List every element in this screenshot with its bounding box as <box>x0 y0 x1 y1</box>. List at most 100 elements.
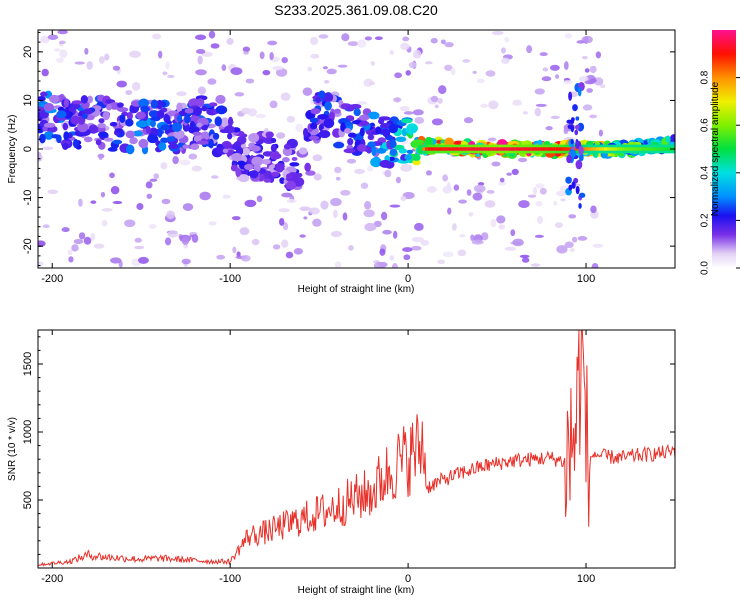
spectrogram-cell <box>227 132 233 140</box>
spectrogram-noise-cell <box>83 136 93 143</box>
spectrogram-cell <box>398 148 407 154</box>
spectrogram-cell <box>333 141 345 149</box>
spectrogram-cell <box>570 138 574 145</box>
spectrogram-cell <box>578 145 584 156</box>
spectrogram-noise-cell <box>195 48 206 54</box>
colorbar-tick-label: 0.4 <box>700 165 711 179</box>
spectrogram-cell <box>212 132 220 140</box>
spectrogram-noise-cell <box>468 212 474 217</box>
spectrogram-noise-cell <box>303 216 308 220</box>
spectrogram-noise-cell <box>38 261 44 267</box>
colorbar-tick-label: 0.0 <box>700 261 711 275</box>
spectrogram-noise-cell <box>210 43 220 49</box>
snr-x-ticks: -200 -100 0 100 <box>41 330 595 585</box>
spectrogram-noise-cell <box>197 86 207 95</box>
spectrogram-cell <box>150 99 159 109</box>
spectrogram-noise-cell <box>71 244 79 252</box>
spectrogram-cell <box>135 111 146 120</box>
spectrogram-cell <box>412 154 421 161</box>
spectrogram-cell <box>107 147 118 152</box>
spectrogram-noise-cell <box>194 34 207 41</box>
spectrogram-cell <box>125 130 136 139</box>
spectrogram-cell <box>43 102 55 112</box>
spectrogram-noise-cell <box>485 70 496 77</box>
spectrogram-cell <box>412 159 421 166</box>
spectrogram-noise-cell <box>498 224 506 230</box>
spectrogram-cell <box>166 120 172 125</box>
spectrogram-cell <box>88 124 99 134</box>
spectrogram-noise-cell <box>562 80 573 85</box>
spectrogram-noise-cell <box>55 57 64 63</box>
spectrogram-tone-cell <box>598 147 602 151</box>
spectrogram-noise-cell <box>459 234 466 238</box>
spectrogram-cell <box>156 99 163 110</box>
colorbar-tick-label: 0.8 <box>700 70 711 84</box>
spectrogram-tone-cell <box>457 147 461 151</box>
spectrogram-noise-cell <box>318 34 329 39</box>
spectrogram-tone-cell <box>582 147 586 151</box>
spectrogram-noise-cell <box>312 218 322 227</box>
spectrogram-tone-cell <box>611 147 615 151</box>
spectrogram-noise-cell <box>148 224 157 229</box>
spectrogram-cell <box>98 118 105 124</box>
spectrogram-y-tick-label: 20 <box>22 46 34 58</box>
snr-y-tick-label: 500 <box>22 491 34 509</box>
spectrogram-cell <box>270 144 277 153</box>
spectrogram-noise-cell <box>153 173 160 180</box>
spectrogram-tone-cell <box>654 147 658 151</box>
spectrogram-tone-cell <box>569 147 573 151</box>
spectrogram-cell <box>189 120 196 131</box>
spectrogram-noise-cell <box>207 78 217 85</box>
spectrogram-cell <box>82 113 88 120</box>
spectrogram-cell <box>117 107 129 113</box>
spectrogram-noise-cell <box>408 61 417 69</box>
spectrogram-noise-cell <box>348 245 354 251</box>
spectrogram-noise-cell <box>191 234 199 243</box>
spectrogram-noise-cell <box>591 263 599 268</box>
spectrogram-noise-cell <box>178 159 191 166</box>
spectrogram-noise-cell <box>146 193 153 199</box>
spectrogram-noise-cell <box>364 222 377 232</box>
spectrogram-cell <box>382 128 391 138</box>
spectrogram-noise-cell <box>487 137 497 142</box>
spectrogram-cell <box>309 117 319 124</box>
spectrogram-cell <box>149 120 156 128</box>
spectrogram-tone-cell <box>595 147 599 151</box>
spectrogram-noise-cell <box>442 251 454 258</box>
spectrogram-cell <box>233 141 242 148</box>
spectrogram-noise-cell <box>267 40 278 46</box>
spectrogram-cell <box>579 153 584 162</box>
spectrogram-noise-cell <box>533 186 538 196</box>
spectrogram-tone-cell <box>502 147 506 151</box>
spectrogram-tone-cell <box>486 147 490 151</box>
spectrogram-noise-cell <box>160 162 168 170</box>
spectrogram-cell <box>156 109 165 119</box>
snr-x-tick-label: 100 <box>577 573 595 585</box>
spectrogram-cell <box>219 129 230 134</box>
spectrogram-cell <box>166 136 176 142</box>
spectrogram-noise-cell <box>412 49 422 59</box>
spectrogram-noise-cell <box>112 200 123 205</box>
spectrogram-noise-cell <box>167 74 175 79</box>
spectrogram-noise-cell <box>58 40 66 45</box>
spectrogram-noise-cell <box>446 182 451 191</box>
spectrogram-cell <box>214 116 222 127</box>
spectrogram-tone-cell <box>649 147 653 151</box>
snr-x-tick-label: -100 <box>219 573 241 585</box>
spectrogram-noise-cell <box>512 100 523 106</box>
spectrogram-cell <box>72 138 79 149</box>
spectrogram-noise-cell <box>78 198 83 207</box>
spectrogram-tone-cell <box>665 147 669 151</box>
spectrogram-cell <box>62 142 69 150</box>
spectrogram-tone-cell <box>523 147 527 151</box>
snr-frame <box>37 329 676 569</box>
spectrogram-tone-cell <box>435 147 439 151</box>
spectrogram-noise-cell <box>430 37 438 44</box>
spectrogram-tone-cell <box>553 147 557 151</box>
spectrogram-noise-cell <box>285 251 294 259</box>
spectrogram-noise-cell <box>391 262 398 268</box>
spectrogram-noise-cell <box>281 57 288 64</box>
spectrogram-cell <box>310 108 321 115</box>
spectrogram-cell <box>227 116 234 127</box>
